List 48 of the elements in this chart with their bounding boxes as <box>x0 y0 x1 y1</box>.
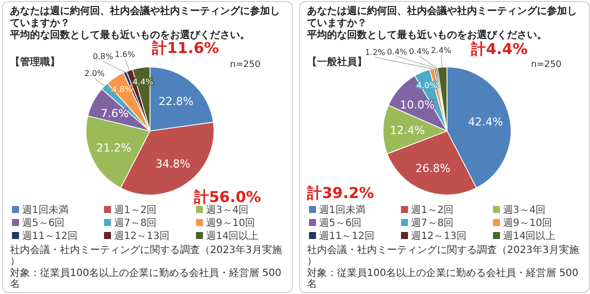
legend-label: 週1～2回 <box>114 205 157 216</box>
legend-label: 週9～10回 <box>503 218 552 229</box>
legend-label: 週5～6回 <box>22 218 65 229</box>
data-label: 22.8% <box>158 95 194 108</box>
text: 計4.4% <box>470 40 528 58</box>
legend-label: 週7～8回 <box>114 218 157 229</box>
text: 【管理職】 <box>10 56 60 68</box>
data-label: 1.6% <box>114 50 136 60</box>
legend-label: 週5～6回 <box>319 218 362 229</box>
data-label: 21.2% <box>96 141 132 154</box>
legend-label: 週1～2回 <box>411 205 454 216</box>
legend-label: 週11～12回 <box>319 231 374 242</box>
text: 社内会議・社内ミーティングに関する調査（2023年3月実施） <box>10 244 282 267</box>
data-label: 7.6% <box>100 106 129 120</box>
legend-label: 週3～4回 <box>206 205 249 216</box>
data-label: 0.4% <box>386 47 408 56</box>
legend-label: 週12～13回 <box>114 231 170 242</box>
data-label: 42.4% <box>468 116 504 129</box>
legend-label: 週11～12回 <box>22 231 78 242</box>
text: 【一般社員】 <box>307 56 367 68</box>
text: n=250 <box>230 60 261 70</box>
data-label: 1.2% <box>364 48 386 58</box>
chart-title: あなたは週に約何回、社内会議や社内ミーティングに参加していますか？ <box>10 5 280 29</box>
text: 計11.6% <box>151 39 220 57</box>
legend-label: 週12～13回 <box>411 231 466 242</box>
data-label: 2.4% <box>430 46 452 56</box>
text: 社内会議・社内ミーティングに関する調査（2023年3月実施） <box>307 244 579 267</box>
legend-label: 週9～10回 <box>206 218 256 229</box>
text: 計56.0% <box>193 188 262 206</box>
data-label: 0.8% <box>92 52 114 62</box>
text: 対象：従業員100名以上の企業に勤める会社員・経営層 500名 <box>10 267 282 290</box>
text: n=250 <box>531 60 562 70</box>
legend-label: 週1回未満 <box>22 204 68 216</box>
legend-label: 週7～8回 <box>411 218 454 229</box>
data-label: 34.8% <box>155 157 190 170</box>
legend-label: 週1回未満 <box>319 204 366 216</box>
chart-title: あなたは週に約何回、社内会議や社内ミーティングに参加していますか？ <box>307 5 577 29</box>
data-label: 12.4% <box>390 124 425 138</box>
data-label: 26.8% <box>415 162 450 176</box>
chart-subtitle: 平均的な回数として最も近いものをお選びください。 <box>306 29 547 41</box>
legend-label: 週3～4回 <box>503 205 546 216</box>
legend-label: 週14回以上 <box>503 230 556 242</box>
legend-label: 週14回以上 <box>206 230 259 242</box>
text: 計39.2% <box>306 184 374 202</box>
data-label: 2.0% <box>84 69 106 78</box>
data-label: 0.4% <box>408 47 430 56</box>
chart-subtitle: 平均的な回数として最も近いものをお選びください。 <box>9 29 250 41</box>
text: 対象：従業員100名以上の企業に勤める会社員・経営層 500名 <box>307 267 578 290</box>
